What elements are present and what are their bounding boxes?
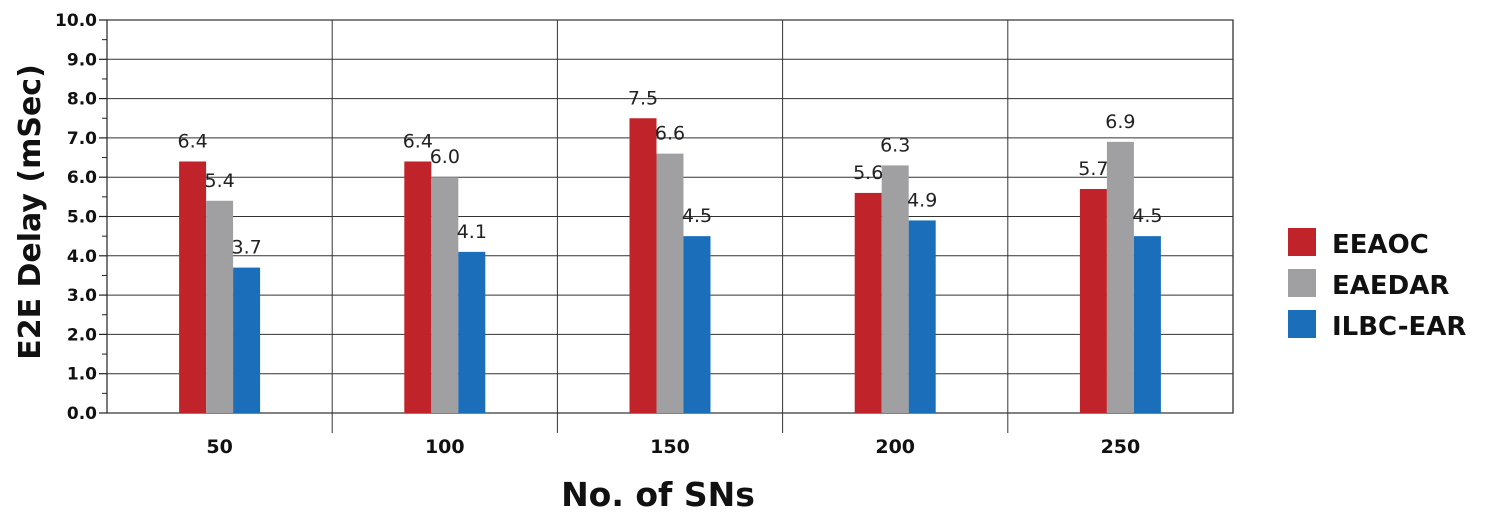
bar-eaedar-250: [1106, 141, 1134, 413]
data-label: 6.0: [430, 146, 460, 168]
legend: EEAOC EAEDAR ILBC-EAR: [1288, 228, 1466, 342]
bar-ilbc-ear-200: [908, 220, 936, 413]
bars-layer: [179, 118, 1161, 413]
y-tick-label: 10.0: [55, 11, 97, 31]
x-tick-label: 200: [875, 436, 915, 458]
data-label: 6.4: [177, 130, 207, 152]
data-label: 6.6: [655, 123, 685, 145]
x-tick-label: 150: [650, 436, 690, 458]
data-label: 4.9: [907, 189, 937, 211]
grid-layer: [106, 19, 1234, 433]
x-tick-label: 250: [1101, 436, 1141, 458]
y-tick-label: 9.0: [67, 50, 97, 70]
legend-swatch-ilbc-ear: [1288, 310, 1316, 338]
legend-label-ilbc-ear: ILBC-EAR: [1332, 312, 1466, 342]
y-tick-label: 2.0: [67, 325, 97, 345]
legend-swatch-eeaoc: [1288, 228, 1316, 256]
x-axis-title: No. of SNs: [561, 475, 755, 509]
y-tick-label: 5.0: [67, 208, 97, 228]
bar-eeaoc-50: [179, 161, 207, 413]
y-tick-label: 0.0: [67, 404, 97, 424]
x-tick-label: 100: [425, 436, 465, 458]
data-label: 6.9: [1105, 111, 1135, 133]
y-tick-label: 6.0: [67, 168, 97, 188]
y-tick-label: 8.0: [67, 90, 97, 110]
legend-label-eaedar: EAEDAR: [1332, 271, 1449, 301]
bar-eaedar-50: [206, 200, 234, 413]
bar-ilbc-ear-50: [233, 267, 261, 413]
y-tick-label: 7.0: [67, 129, 97, 149]
data-label: 6.3: [880, 134, 910, 156]
data-label: 3.7: [231, 237, 261, 259]
x-tick-label: 50: [206, 436, 232, 458]
bar-eeaoc-100: [404, 161, 432, 413]
data-label: 4.5: [682, 205, 712, 227]
data-label: 7.5: [628, 87, 658, 109]
bar-eaedar-200: [881, 165, 909, 413]
data-label: 6.4: [403, 130, 433, 152]
bar-eaedar-100: [431, 177, 459, 413]
bar-eeaoc-150: [629, 118, 657, 413]
data-label: 5.6: [853, 162, 883, 184]
axis-layer: 0.0 1.0 2.0 3.0 4.0 5.0 6.0 7.0 8.0 9.0 10.0 50 100 1…: [55, 11, 1140, 458]
data-label: 4.1: [457, 221, 487, 243]
bar-ilbc-ear-100: [458, 251, 486, 413]
data-label: 4.5: [1132, 205, 1162, 227]
y-tick-label: 4.0: [67, 247, 97, 267]
y-axis-title: E2E Delay (mSec): [13, 64, 48, 360]
legend-label-eeaoc: EEAOC: [1332, 230, 1429, 260]
bar-eeaoc-250: [1079, 188, 1107, 413]
bar-eaedar-150: [656, 153, 684, 413]
y-tick-label: 1.0: [67, 365, 97, 385]
bar-eeaoc-200: [854, 192, 882, 413]
data-label: 5.7: [1078, 158, 1108, 180]
bar-ilbc-ear-150: [683, 236, 711, 413]
y-tick-label: 3.0: [67, 286, 97, 306]
data-labels-layer: 6.45.43.76.46.04.17.56.64.55.66.34.95.76…: [177, 87, 1162, 258]
data-label: 5.4: [204, 170, 234, 192]
bar-ilbc-ear-250: [1133, 236, 1161, 413]
legend-swatch-eaedar: [1288, 269, 1316, 297]
